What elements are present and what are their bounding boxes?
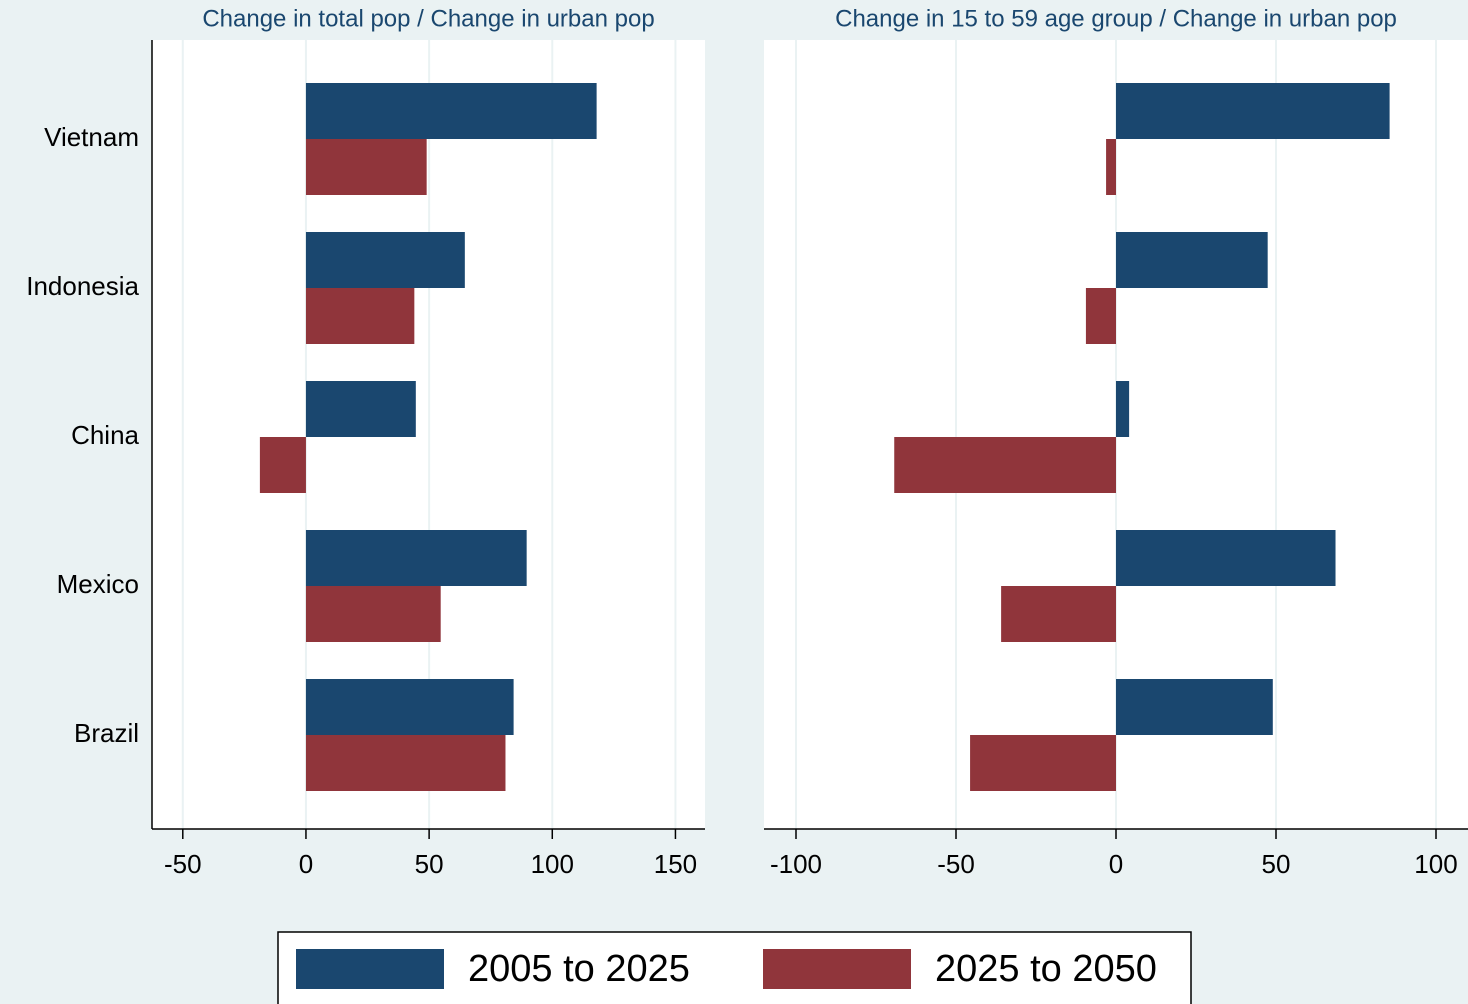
bar — [305, 679, 514, 735]
x-tick-label: 100 — [531, 849, 574, 879]
y-tick-label: Vietnam — [44, 122, 139, 152]
legend-swatch — [763, 949, 911, 989]
chart-title: Change in 15 to 59 age group / Change in… — [835, 5, 1397, 32]
bar — [1116, 381, 1130, 437]
bar — [305, 381, 416, 437]
x-tick-label: 0 — [299, 849, 313, 879]
x-tick-label: 0 — [1109, 849, 1123, 879]
y-tick-label: Mexico — [57, 569, 139, 599]
bar — [1116, 232, 1268, 288]
bar — [1085, 288, 1116, 344]
legend-swatch — [296, 949, 444, 989]
bar — [305, 232, 465, 288]
x-tick-label: -50 — [937, 849, 975, 879]
x-tick-label: -100 — [770, 849, 822, 879]
bar — [259, 437, 306, 493]
x-tick-label: 50 — [415, 849, 444, 879]
x-tick-label: 100 — [1414, 849, 1457, 879]
x-tick-label: -50 — [164, 849, 202, 879]
bar — [305, 530, 527, 586]
bar — [305, 586, 441, 642]
y-tick-label: China — [71, 420, 139, 450]
x-tick-label: 150 — [654, 849, 697, 879]
legend-label: 2005 to 2025 — [468, 948, 690, 990]
bar — [1106, 139, 1116, 195]
bar — [305, 288, 415, 344]
chart-title: Change in total pop / Change in urban po… — [202, 5, 654, 32]
bar — [1116, 83, 1390, 139]
bar — [1116, 530, 1336, 586]
bar — [970, 735, 1116, 791]
bar — [305, 139, 427, 195]
bar — [1001, 586, 1116, 642]
y-tick-label: Brazil — [74, 718, 139, 748]
bar — [894, 437, 1116, 493]
legend-label: 2025 to 2050 — [935, 948, 1157, 990]
y-tick-label: Indonesia — [26, 271, 139, 301]
bar — [305, 83, 597, 139]
bar — [305, 735, 506, 791]
bar — [1116, 679, 1273, 735]
x-tick-label: 50 — [1262, 849, 1291, 879]
